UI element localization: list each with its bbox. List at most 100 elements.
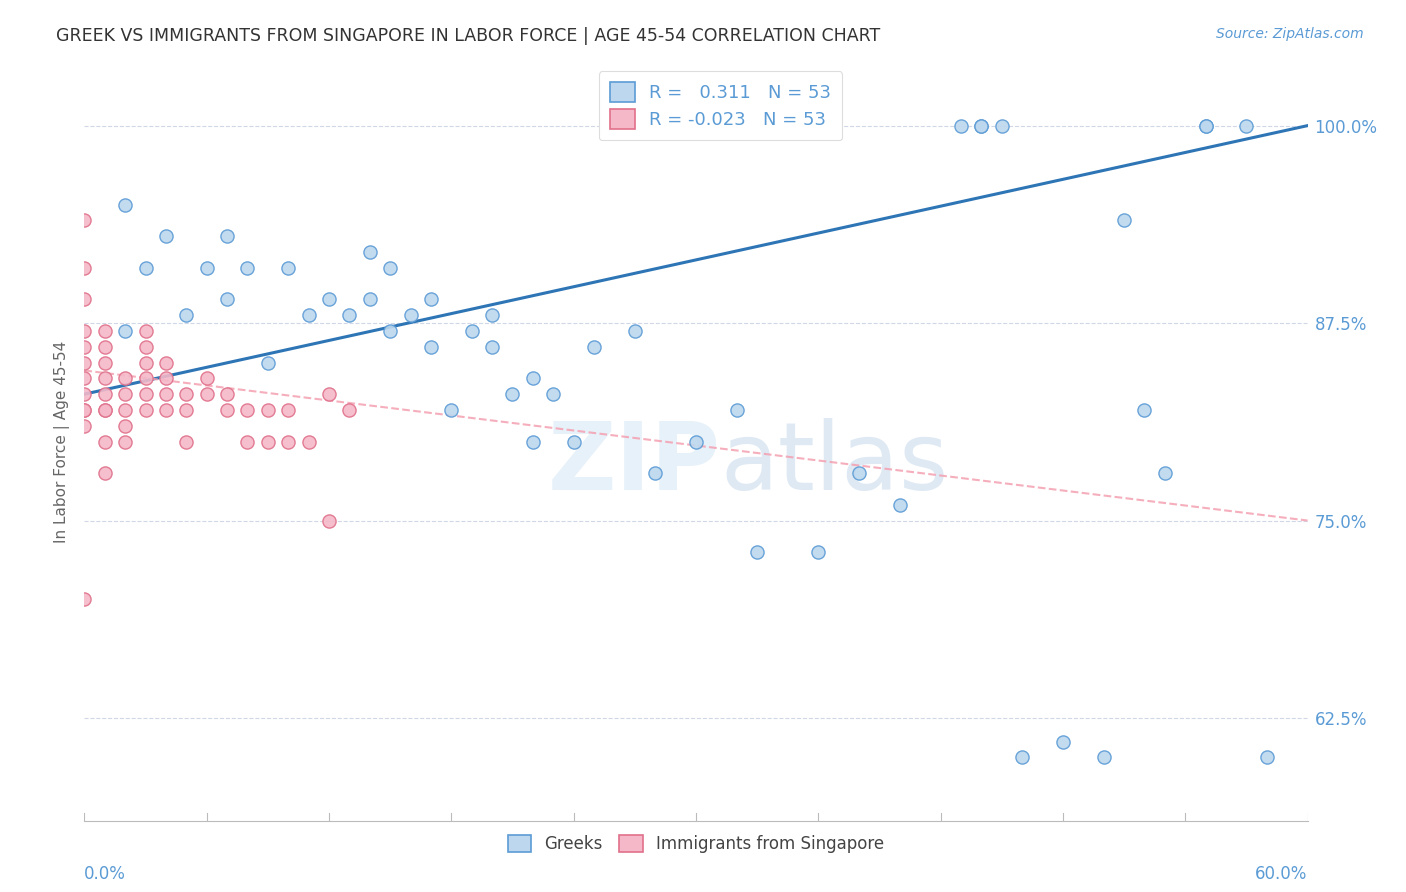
Point: [1114, 213, 1136, 227]
Point: [93, 466, 115, 480]
Point: [339, 403, 361, 417]
Point: [73, 418, 96, 433]
Point: [1133, 403, 1156, 417]
Point: [318, 387, 340, 401]
Point: [257, 403, 280, 417]
Text: 60.0%: 60.0%: [1256, 865, 1308, 883]
Point: [950, 119, 973, 133]
Point: [236, 403, 259, 417]
Point: [807, 545, 830, 559]
Point: [155, 355, 177, 369]
Point: [318, 293, 340, 307]
Point: [93, 434, 115, 449]
Point: [155, 371, 177, 385]
Point: [562, 434, 585, 449]
Point: [114, 324, 136, 338]
Point: [277, 434, 299, 449]
Point: [135, 403, 157, 417]
Point: [1195, 119, 1218, 133]
Point: [155, 229, 177, 244]
Point: [155, 403, 177, 417]
Point: [257, 355, 280, 369]
Point: [318, 514, 340, 528]
Point: [195, 387, 218, 401]
Point: [114, 371, 136, 385]
Point: [298, 434, 321, 449]
Point: [73, 355, 96, 369]
Point: [1195, 119, 1218, 133]
Point: [257, 434, 280, 449]
Point: [217, 229, 239, 244]
Point: [93, 324, 115, 338]
Legend: Greeks, Immigrants from Singapore: Greeks, Immigrants from Singapore: [499, 827, 893, 862]
Point: [1052, 734, 1074, 748]
Point: [339, 308, 361, 322]
Point: [481, 308, 503, 322]
Y-axis label: In Labor Force | Age 45-54: In Labor Force | Age 45-54: [55, 341, 70, 542]
Point: [1236, 119, 1258, 133]
Point: [1092, 750, 1115, 764]
Point: [848, 466, 870, 480]
Point: [725, 403, 748, 417]
Point: [114, 403, 136, 417]
Point: [195, 260, 218, 275]
Point: [380, 260, 402, 275]
Point: [135, 355, 157, 369]
Point: [114, 387, 136, 401]
Point: [1154, 466, 1177, 480]
Point: [93, 371, 115, 385]
Point: [1011, 750, 1033, 764]
Point: [522, 371, 544, 385]
Point: [277, 403, 299, 417]
Point: [73, 403, 96, 417]
Point: [420, 340, 443, 354]
Point: [217, 293, 239, 307]
Point: [114, 418, 136, 433]
Point: [135, 387, 157, 401]
Point: [114, 197, 136, 211]
Point: [73, 260, 96, 275]
Point: [481, 340, 503, 354]
Point: [73, 324, 96, 338]
Point: [195, 371, 218, 385]
Point: [155, 387, 177, 401]
Point: [624, 324, 647, 338]
Point: [174, 308, 197, 322]
Point: [114, 434, 136, 449]
Point: [93, 403, 115, 417]
Point: [73, 293, 96, 307]
Point: [685, 434, 707, 449]
Point: [73, 213, 96, 227]
Point: [970, 119, 993, 133]
Point: [236, 434, 259, 449]
Point: [217, 403, 239, 417]
Point: [298, 308, 321, 322]
Point: [440, 403, 463, 417]
Point: [73, 387, 96, 401]
Point: [1256, 750, 1278, 764]
Point: [174, 387, 197, 401]
Point: [644, 466, 666, 480]
Point: [73, 403, 96, 417]
Point: [93, 403, 115, 417]
Point: [135, 260, 157, 275]
Point: [277, 260, 299, 275]
Point: [502, 387, 524, 401]
Point: [583, 340, 606, 354]
Point: [93, 340, 115, 354]
Point: [970, 119, 993, 133]
Point: [522, 434, 544, 449]
Point: [135, 340, 157, 354]
Text: ZIP: ZIP: [547, 418, 720, 510]
Point: [135, 324, 157, 338]
Text: Source: ZipAtlas.com: Source: ZipAtlas.com: [1216, 27, 1364, 41]
Point: [217, 387, 239, 401]
Point: [380, 324, 402, 338]
Point: [543, 387, 565, 401]
Point: [399, 308, 422, 322]
Text: GREEK VS IMMIGRANTS FROM SINGAPORE IN LABOR FORCE | AGE 45-54 CORRELATION CHART: GREEK VS IMMIGRANTS FROM SINGAPORE IN LA…: [56, 27, 880, 45]
Point: [420, 293, 443, 307]
Point: [93, 387, 115, 401]
Point: [93, 355, 115, 369]
Point: [73, 340, 96, 354]
